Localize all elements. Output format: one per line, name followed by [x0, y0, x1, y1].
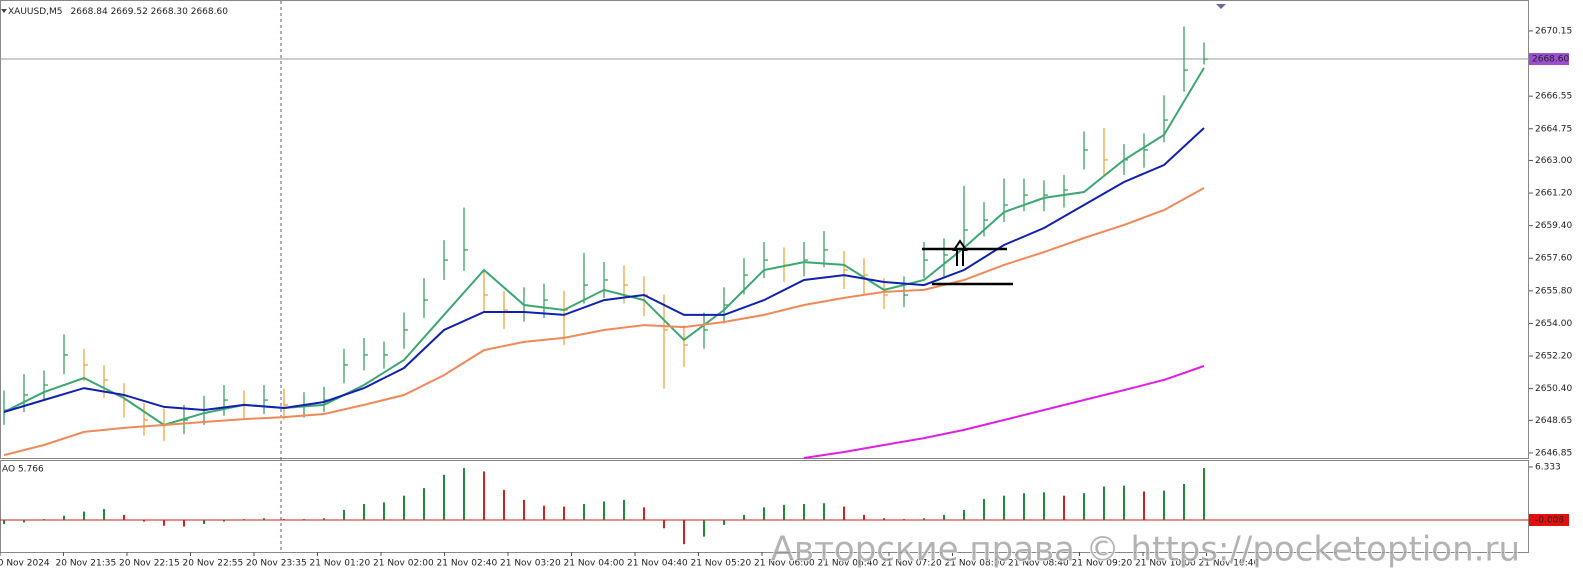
- x-tick-label: 21 Nov 10:40: [1199, 559, 1260, 569]
- x-tick-label: 20 Nov 23:35: [246, 559, 307, 569]
- shift-marker: [1216, 4, 1226, 9]
- y-tick-label: 2654.00: [1535, 319, 1572, 329]
- x-tick-label: 21 Nov 07:20: [881, 559, 942, 569]
- moving-average: [3, 127, 1205, 413]
- plot: 2670.15 2666.55 2664.75 2663.00 2661.20 2659.…: [0, 26, 1572, 569]
- x-tick-label: 21 Nov 06:40: [818, 559, 879, 569]
- moving-average: [803, 365, 1205, 459]
- x-tick-label: 21 Nov 08:40: [1008, 559, 1069, 569]
- x-tick-label: 21 Nov 02:00: [373, 559, 434, 569]
- arrow-up: [952, 239, 968, 266]
- x-tick-label: 21 Nov 06:00: [754, 559, 815, 569]
- y-tick-label: 2670.15: [1535, 26, 1572, 36]
- x-tick-label: 20 Nov 22:55: [183, 559, 244, 569]
- y-tick-label: 2657.60: [1535, 254, 1572, 264]
- y-tick-label: 2652.20: [1535, 352, 1572, 362]
- y-tick-label: 2666.55: [1535, 92, 1572, 102]
- moving-average: [3, 187, 1205, 457]
- current-price-label: 2668.60: [1532, 55, 1569, 65]
- x-tick-label: 21 Nov 10:00: [1135, 559, 1196, 569]
- x-tick-label: 21 Nov 05:20: [691, 559, 752, 569]
- y-tick-label: 2655.80: [1535, 286, 1572, 296]
- x-tick-label: 21 Nov 09:20: [1072, 559, 1133, 569]
- x-tick-label: 20 Nov 22:15: [119, 559, 180, 569]
- moving-average: [3, 67, 1205, 427]
- y-tick-label: 2648.65: [1535, 416, 1572, 426]
- symbol-name: XAUUSD,M5: [8, 7, 63, 17]
- y-tick-label: 6.333: [1535, 462, 1561, 472]
- y-tick-label: 2650.40: [1535, 384, 1572, 394]
- y-tick-label: 2646.85: [1535, 448, 1572, 458]
- watermark: Авторские права © https://pocketoption.r…: [771, 530, 1520, 570]
- x-tick-label: 21 Nov 01:20: [310, 559, 371, 569]
- price-frame: [0, 0, 1529, 459]
- x-tick-label: 21 Nov 04:00: [564, 559, 625, 569]
- current-price-box: [1529, 53, 1569, 66]
- y-tick-label: -0.008: [1535, 515, 1564, 525]
- x-tick-label: 21 Nov 03:20: [500, 559, 561, 569]
- ao-title: AO 5.766: [2, 465, 44, 475]
- level-box: [1529, 513, 1569, 526]
- y-tick-label: 2659.40: [1535, 221, 1572, 231]
- x-tick-label: 20 Nov 2024: [0, 559, 50, 569]
- collapse-icon: [1, 9, 7, 13]
- ohlc: 2668.84 2669.52 2668.30 2668.60: [71, 7, 229, 17]
- y-tick-label: 2661.20: [1535, 189, 1572, 199]
- x-tick-label: 20 Nov 21:35: [56, 559, 117, 569]
- x-tick-label: 21 Nov 04:40: [627, 559, 688, 569]
- x-tick-label: 21 Nov 02:40: [437, 559, 498, 569]
- annotation: [922, 239, 1013, 286]
- ao-frame: [0, 460, 1529, 553]
- y-tick-label: 2663.00: [1535, 156, 1572, 166]
- y-tick-label: 2664.75: [1535, 124, 1572, 134]
- symbol: XAUUSD,M5 2668.84 2669.52 2668.30 2668.60: [8, 7, 228, 17]
- x-tick-label: 21 Nov 08:00: [945, 559, 1006, 569]
